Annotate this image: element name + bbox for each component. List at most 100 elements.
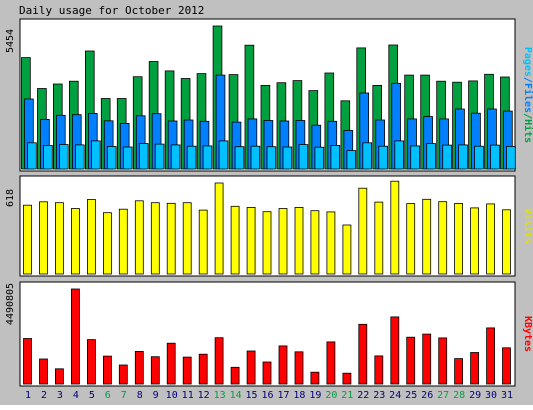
hits-legend-part: Pages xyxy=(522,47,533,77)
day-label-7: 7 xyxy=(121,390,127,401)
visits-bar-visits-day-30 xyxy=(486,203,496,275)
hits-bar-pages-day-5 xyxy=(91,140,101,170)
kbytes-bar-kbytes-day-19 xyxy=(310,371,320,385)
visits-bar-visits-day-17 xyxy=(278,208,288,275)
hits-bar-pages-day-1 xyxy=(27,142,37,170)
hits-bar-pages-day-3 xyxy=(59,144,69,170)
kbytes-bar-kbytes-day-25 xyxy=(406,336,416,385)
visits-bar-visits-day-20 xyxy=(326,211,336,275)
kbytes-bar-kbytes-day-2 xyxy=(39,358,48,385)
hits-bar-pages-day-11 xyxy=(186,145,197,170)
day-label-25: 25 xyxy=(405,390,417,401)
kbytes-bar-kbytes-day-20 xyxy=(326,341,336,385)
hits-bar-pages-day-30 xyxy=(490,144,500,170)
kbytes-bar-kbytes-day-31 xyxy=(502,347,511,385)
kbytes-bar-kbytes-day-4 xyxy=(71,288,80,385)
day-label-2: 2 xyxy=(41,390,47,401)
day-label-31: 31 xyxy=(501,390,513,401)
visits-bar-visits-day-2 xyxy=(39,201,48,275)
day-label-30: 30 xyxy=(485,390,497,401)
hits-max-label: 5454 xyxy=(5,29,16,53)
day-label-29: 29 xyxy=(469,390,481,401)
visits-bar-visits-day-3 xyxy=(55,202,64,275)
hits-bar-pages-day-4 xyxy=(75,144,85,170)
hits-bar-pages-day-16 xyxy=(266,146,277,170)
kbytes-bar-kbytes-day-8 xyxy=(134,350,144,385)
hits-bar-pages-day-22 xyxy=(362,142,372,170)
visits-bar-visits-day-14 xyxy=(230,205,240,275)
hits-bar-pages-day-6 xyxy=(106,146,117,170)
day-label-26: 26 xyxy=(421,390,433,401)
day-label-12: 12 xyxy=(198,390,210,401)
day-label-16: 16 xyxy=(261,390,273,401)
hits-bar-pages-day-29 xyxy=(474,145,484,170)
kbytes-bar-kbytes-day-5 xyxy=(87,339,96,385)
day-label-13: 13 xyxy=(214,390,226,401)
kbytes-max-label: 4490805 xyxy=(5,283,16,325)
kbytes-bar-kbytes-day-9 xyxy=(150,356,160,385)
day-label-17: 17 xyxy=(277,390,289,401)
day-label-3: 3 xyxy=(57,390,63,401)
kbytes-bar-kbytes-day-24 xyxy=(390,316,400,385)
hits-legend-part: Hits xyxy=(522,119,533,143)
visits-bar-visits-day-18 xyxy=(294,206,304,275)
day-label-15: 15 xyxy=(245,390,257,401)
day-label-27: 27 xyxy=(437,390,449,401)
visits-bar-visits-day-15 xyxy=(246,206,256,275)
visits-bar-visits-day-1 xyxy=(23,204,32,275)
hits-bar-pages-day-12 xyxy=(202,145,213,170)
day-label-14: 14 xyxy=(230,390,242,401)
hits-bar-pages-day-10 xyxy=(170,144,181,170)
chart-title: Daily usage for October 2012 xyxy=(19,4,204,17)
hits-bar-pages-day-28 xyxy=(458,144,468,170)
kbytes-bar-kbytes-day-21 xyxy=(342,372,352,385)
kbytes-bar-kbytes-day-7 xyxy=(118,364,128,385)
hits-bar-pages-day-25 xyxy=(410,145,420,170)
hits-bar-pages-day-15 xyxy=(250,145,261,170)
visits-legend-label: Visits xyxy=(522,208,533,244)
hits-bar-pages-day-2 xyxy=(43,144,53,170)
day-label-22: 22 xyxy=(357,390,369,401)
kbytes-bar-kbytes-day-28 xyxy=(454,358,464,385)
hits-legend-part: / xyxy=(522,113,533,119)
kbytes-bar-kbytes-day-26 xyxy=(422,333,432,385)
kbytes-legend-label: KBytes xyxy=(522,316,533,352)
day-label-5: 5 xyxy=(89,390,95,401)
kbytes-bar-kbytes-day-1 xyxy=(23,338,32,385)
kbytes-bar-kbytes-day-16 xyxy=(262,361,272,385)
day-label-4: 4 xyxy=(73,390,79,401)
visits-bar-visits-day-19 xyxy=(310,210,320,275)
visits-bar-visits-day-22 xyxy=(358,187,368,275)
visits-bar-visits-day-13 xyxy=(214,182,224,275)
panels-layer: 5454Pages/Files/Hits618Visits4490805KByt… xyxy=(5,18,533,387)
visits-bar-visits-day-12 xyxy=(198,209,208,275)
visits-bar-visits-day-16 xyxy=(262,211,272,275)
visits-bar-visits-day-29 xyxy=(470,207,480,275)
hits-bar-pages-day-24 xyxy=(394,140,404,170)
day-label-19: 19 xyxy=(309,390,321,401)
day-label-11: 11 xyxy=(182,390,194,401)
hits-bar-pages-day-19 xyxy=(314,146,325,170)
hits-bar-pages-day-20 xyxy=(330,144,341,170)
day-label-9: 9 xyxy=(153,390,159,401)
hits-bar-pages-day-8 xyxy=(138,143,149,170)
hits-bar-pages-day-26 xyxy=(426,143,436,170)
kbytes-bar-kbytes-day-14 xyxy=(230,366,240,385)
panel-visits: 618 Visits xyxy=(5,175,533,277)
panel-kbytes: 4490805 KBytes xyxy=(5,281,533,387)
hits-bar-pages-day-21 xyxy=(346,150,357,170)
visits-legend-part: Visits xyxy=(522,208,533,244)
visits-bar-visits-day-5 xyxy=(87,199,96,275)
visits-bar-visits-day-26 xyxy=(422,198,432,275)
visits-bar-visits-day-4 xyxy=(71,208,80,275)
visits-bar-visits-day-9 xyxy=(150,202,160,275)
kbytes-bar-kbytes-day-22 xyxy=(358,323,368,385)
hits-bar-pages-day-18 xyxy=(298,144,309,170)
visits-bar-visits-day-24 xyxy=(390,180,400,275)
hits-legend-part: / xyxy=(522,77,533,83)
day-label-6: 6 xyxy=(105,390,111,401)
day-label-10: 10 xyxy=(166,390,178,401)
